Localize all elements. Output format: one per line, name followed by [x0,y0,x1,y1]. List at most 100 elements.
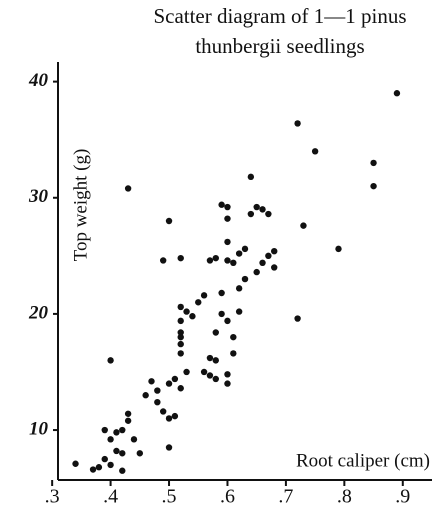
point [212,357,219,364]
point [230,259,237,267]
chart-title-line: thunbergii seedlings [195,34,364,58]
point [124,185,132,192]
point [124,417,132,424]
point [218,310,225,318]
point [294,315,301,322]
x-tick-label: .8 [337,486,352,508]
point [218,201,225,208]
point [253,203,260,211]
point [200,292,208,299]
x-tick-label: .6 [220,486,235,508]
point [177,317,184,325]
point [393,90,401,97]
point [113,429,120,436]
y-tick-label: 40 [28,70,49,91]
point [154,398,161,406]
point [142,392,149,399]
point [271,264,278,271]
point [183,368,190,376]
point [95,464,103,471]
point [130,436,138,443]
x-tick-label: .3 [45,486,60,508]
y-tick-label: 20 [28,302,49,323]
point [259,259,266,267]
x-axis-title: Root caliper (cm) [296,450,430,471]
point [177,340,184,348]
point [206,354,214,362]
point [113,447,120,455]
point [247,210,255,218]
point [335,245,342,253]
point [265,210,272,218]
point [224,371,231,378]
point [230,350,237,357]
point [107,461,114,469]
point [253,268,260,276]
point [195,299,202,306]
point [235,285,243,292]
point [294,120,301,127]
point [224,215,231,222]
point [101,455,108,463]
y-tick-label: 10 [29,418,49,439]
point [159,408,167,415]
point [171,375,179,383]
point [165,415,173,422]
point [224,238,231,246]
point [171,412,179,420]
point [159,257,167,264]
point [224,257,231,264]
point [206,257,214,264]
y-axis-title: Top weight (g) [70,149,91,262]
point [154,387,161,394]
point [89,466,97,473]
x-tick-label: .7 [278,486,293,508]
point [177,333,184,341]
point [189,313,196,320]
point [212,329,219,336]
point [119,426,126,434]
point [300,222,307,229]
point [212,254,219,262]
point [241,245,249,253]
point [107,357,114,364]
x-tick-label: .5 [162,486,177,508]
chart-title-line: Scatter diagram of 1—1 pinus [153,4,406,28]
point [148,378,155,385]
point [235,308,243,315]
point [72,460,79,467]
point [124,410,132,417]
point [235,250,243,257]
point [165,380,173,387]
point [265,252,272,260]
y-tick-label: 30 [28,186,49,207]
point [177,303,184,311]
point [370,159,377,167]
point [247,173,255,181]
point [230,333,237,341]
point [119,450,126,457]
point [370,182,377,190]
point [206,372,214,379]
point [177,385,184,392]
point [136,450,144,457]
point [183,308,190,315]
point [119,467,126,474]
point [165,217,173,225]
point [218,289,225,297]
point [177,254,184,262]
point [107,436,114,443]
point [224,317,231,325]
point [311,148,319,155]
point [241,275,249,283]
point [177,350,184,357]
point [212,375,219,383]
point [224,380,231,387]
x-tick-label: .9 [395,486,410,508]
point [165,444,173,451]
point [224,203,231,211]
point [200,368,208,376]
point [177,329,184,336]
point [259,206,266,213]
